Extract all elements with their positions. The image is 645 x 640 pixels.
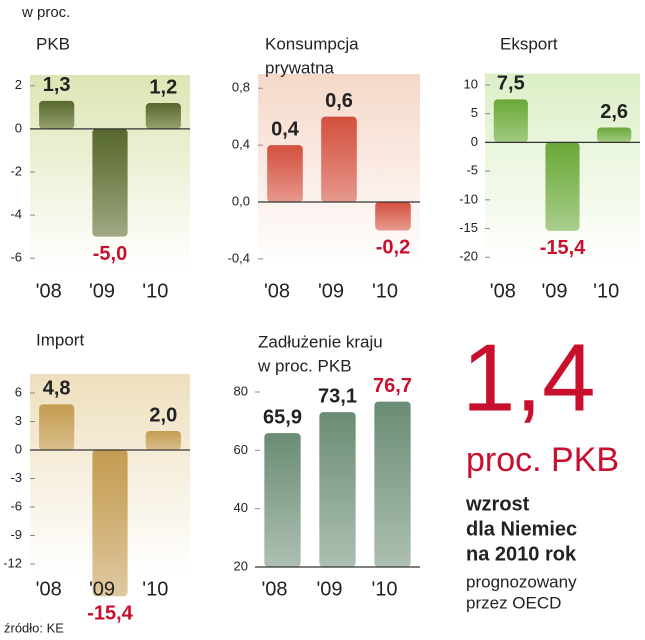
chart-title: Eksport	[500, 34, 558, 53]
chart-title: Konsumpcja	[265, 34, 359, 53]
chart-title: Zadłużenie kraju	[258, 332, 383, 351]
y-tick-label: 0,4	[232, 137, 250, 152]
chart: PKB 2 0 -2 -4 -6 1,3 '08 -5,0 '09 1,2 '10	[10, 34, 190, 302]
x-tick-label: '09	[89, 280, 115, 302]
data-label: 2,0	[149, 404, 177, 426]
data-label: 4,8	[43, 378, 71, 400]
bar	[145, 431, 181, 450]
highlight: 1,4 proc. PKB wzrost dla Niemiec na 2010…	[462, 324, 619, 612]
x-tick-label: '08	[490, 280, 516, 302]
bar	[545, 142, 580, 231]
y-tick-label: -0,4	[228, 250, 250, 265]
y-tick-label: 3	[15, 413, 22, 428]
y-tick-label: -6	[10, 498, 22, 513]
chart: Import 6 3 0 -3 -6 -9 -12 4,8 '08 -15,4 '09 2,0 '10	[3, 330, 190, 625]
y-tick-label: 5	[471, 105, 478, 120]
y-tick-label: -3	[10, 470, 22, 485]
y-tick-label: -2	[10, 163, 22, 178]
chart-title: Import	[36, 330, 84, 349]
chart-title: w proc. PKB	[257, 356, 352, 375]
y-tick-label: 20	[234, 558, 248, 573]
y-tick-label: 60	[234, 442, 248, 457]
y-tick-label: -10	[459, 191, 478, 206]
y-tick-label: -20	[459, 249, 478, 264]
bar	[145, 103, 181, 129]
chart: Zadłużenie kraju w proc. PKB 80 60 40 20 65,9 '…	[234, 332, 420, 600]
data-label: -15,4	[540, 237, 586, 259]
x-tick-label: '10	[142, 280, 168, 302]
chart-title: PKB	[36, 34, 70, 53]
x-tick-label: '10	[593, 280, 619, 302]
bar	[597, 127, 632, 143]
highlight-unit: proc. PKB	[466, 441, 619, 479]
unit-note: w proc.	[21, 4, 70, 21]
y-tick-label: 80	[234, 383, 248, 398]
chart: Konsumpcja prywatna 0,8 0,4 0,0 -0,4 0,4 '08 0,6…	[228, 34, 420, 302]
x-tick-label: '10	[372, 280, 398, 302]
y-tick-label: 0,8	[232, 80, 250, 95]
y-tick-label: 0	[15, 441, 22, 456]
data-label: 76,7	[373, 375, 412, 397]
y-tick-label: 2	[15, 77, 22, 92]
x-tick-label: '08	[36, 280, 62, 302]
x-tick-label: '10	[371, 578, 397, 600]
highlight-line: dla Niemiec	[466, 518, 577, 540]
data-label: 1,2	[149, 76, 177, 98]
y-tick-label: -15	[459, 220, 478, 235]
data-label: 7,5	[497, 73, 525, 95]
chart: Eksport 10 5 0 -5 -10 -15 -20 7,5 '08 -15,4 '09 2,6 '…	[459, 34, 640, 302]
highlight-number: 1,4	[462, 324, 595, 431]
x-tick-label: '09	[541, 280, 567, 302]
bar	[375, 202, 411, 231]
y-tick-label: 6	[15, 384, 22, 399]
bar	[264, 433, 301, 567]
data-label: 65,9	[263, 406, 302, 428]
highlight-line: wzrost	[465, 493, 530, 515]
data-label: -0,2	[376, 237, 410, 259]
x-tick-label: '10	[142, 578, 168, 600]
y-tick-label: 40	[234, 500, 248, 515]
x-tick-label: '08	[36, 578, 62, 600]
x-tick-label: '08	[264, 280, 290, 302]
x-tick-label: '08	[261, 578, 287, 600]
source: źródło: KE	[4, 620, 64, 635]
highlight-note: prognozowany	[466, 572, 577, 591]
data-label: 0,6	[325, 90, 353, 112]
y-tick-label: -9	[10, 527, 22, 542]
y-tick-label: 0	[15, 120, 22, 135]
x-tick-label: '09	[316, 578, 342, 600]
data-label: 73,1	[318, 385, 357, 407]
y-tick-label: 0,0	[232, 193, 250, 208]
x-tick-label: '09	[318, 280, 344, 302]
data-label: 1,3	[43, 74, 71, 96]
bar	[493, 99, 528, 143]
bar	[92, 450, 128, 597]
bar	[39, 100, 75, 129]
data-label: -15,4	[87, 603, 133, 625]
y-tick-label: -12	[3, 555, 22, 570]
data-label: 2,6	[600, 101, 628, 123]
bar	[267, 145, 303, 202]
bar	[39, 404, 75, 450]
bar	[374, 401, 411, 567]
x-tick-label: '09	[89, 578, 115, 600]
highlight-line: na 2010 rok	[466, 543, 577, 565]
y-tick-label: 0	[471, 134, 478, 149]
y-tick-label: -5	[466, 163, 478, 178]
chart-title: prywatna	[265, 58, 335, 77]
bar	[319, 412, 356, 567]
bar	[321, 116, 357, 202]
data-label: -5,0	[93, 243, 127, 265]
y-tick-label: -6	[10, 250, 22, 265]
highlight-note: przez OECD	[466, 593, 561, 612]
data-label: 0,4	[271, 118, 300, 140]
y-tick-label: 10	[464, 76, 478, 91]
y-tick-label: -4	[10, 207, 22, 222]
bar	[92, 128, 128, 237]
